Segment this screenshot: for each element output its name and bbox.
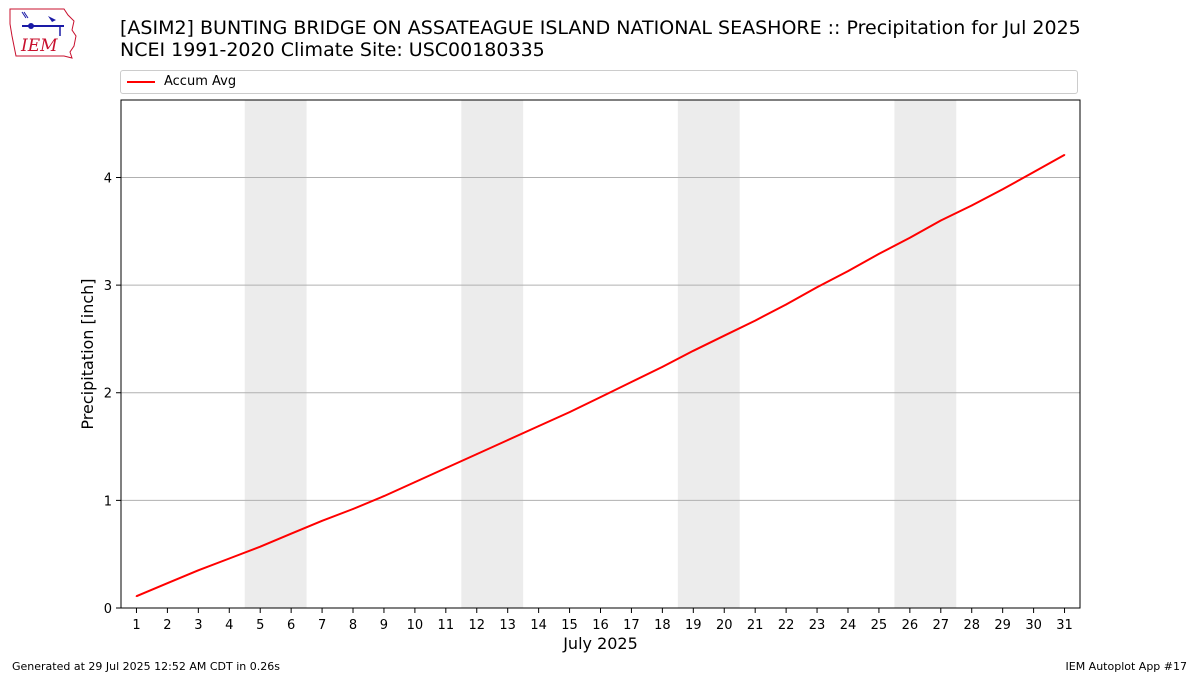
data-point-day-11 [445, 467, 447, 469]
x-tick-label-22: 22 [778, 618, 795, 633]
legend-swatch-accum-avg [127, 81, 155, 83]
x-tick-label-11: 11 [438, 618, 455, 633]
x-tick-label-16: 16 [592, 618, 609, 633]
data-point-day-22 [785, 303, 787, 306]
x-tick-label-21: 21 [747, 618, 764, 633]
x-tick-label-4: 4 [225, 618, 233, 633]
data-point-day-6 [290, 532, 292, 535]
x-tick-label-1: 1 [132, 618, 140, 633]
data-point-day-9 [383, 495, 385, 497]
x-tick-label-7: 7 [318, 618, 326, 633]
iem-logo-text: IEM [20, 36, 58, 56]
x-tick-label-23: 23 [809, 618, 826, 633]
generated-timestamp: Generated at 29 Jul 2025 12:52 AM CDT in… [12, 660, 280, 673]
data-point-day-31 [1063, 154, 1066, 156]
data-point-day-2 [166, 582, 169, 585]
y-tick-label-0: 0 [104, 602, 112, 617]
data-point-day-14 [537, 425, 540, 427]
data-point-day-13 [506, 439, 509, 441]
weekend-band-4 [894, 100, 957, 608]
x-tick-label-12: 12 [468, 618, 485, 633]
data-point-day-20 [723, 334, 726, 337]
x-tick-label-6: 6 [287, 618, 295, 633]
data-point-day-10 [414, 481, 416, 483]
x-tick-label-8: 8 [349, 618, 357, 633]
data-point-day-30 [1032, 171, 1035, 173]
data-point-day-17 [630, 381, 633, 383]
x-tick-label-24: 24 [840, 618, 857, 633]
x-tick-label-15: 15 [561, 618, 578, 633]
x-tick-label-5: 5 [256, 618, 264, 633]
y-tick-label-3: 3 [104, 279, 112, 294]
x-tick-label-14: 14 [530, 618, 547, 633]
legend-label-accum-avg: Accum Avg [164, 74, 237, 89]
data-point-day-28 [970, 204, 973, 207]
y-axis-label: Precipitation [inch] [78, 278, 97, 429]
x-axis-label: July 2025 [562, 634, 638, 653]
x-tick-label-29: 29 [994, 618, 1011, 633]
data-point-day-26 [909, 236, 911, 239]
y-tick-label-2: 2 [104, 387, 112, 402]
x-tick-label-10: 10 [407, 618, 424, 633]
x-tick-label-31: 31 [1056, 618, 1073, 633]
y-tick-label-4: 4 [104, 171, 112, 186]
x-tick-label-27: 27 [933, 618, 950, 633]
x-tick-label-3: 3 [194, 618, 202, 633]
data-point-day-16 [599, 396, 602, 398]
data-point-day-12 [475, 453, 478, 455]
data-point-day-24 [847, 270, 849, 272]
x-tick-label-20: 20 [716, 618, 733, 633]
iem-logo-graphic: IEM [9, 8, 77, 59]
app-label: IEM Autoplot App #17 [1065, 660, 1188, 673]
x-tick-label-28: 28 [963, 618, 980, 633]
x-tick-label-17: 17 [623, 618, 640, 633]
x-tick-label-26: 26 [902, 618, 919, 633]
x-tick-label-25: 25 [871, 618, 888, 633]
iem-logo: IEM [8, 6, 80, 60]
data-point-day-23 [816, 286, 818, 289]
data-point-day-19 [692, 349, 695, 352]
weekend-band-2 [461, 100, 524, 608]
x-tick-label-9: 9 [380, 618, 388, 633]
weekend-band-1 [244, 100, 307, 608]
y-tick-label-1: 1 [104, 494, 112, 509]
x-tick-label-2: 2 [163, 618, 171, 633]
data-point-day-29 [1001, 188, 1004, 191]
data-point-day-7 [321, 520, 323, 522]
data-point-day-4 [228, 557, 231, 560]
chart-title: [ASIM2] BUNTING BRIDGE ON ASSATEAGUE ISL… [120, 17, 1081, 61]
x-tick-label-13: 13 [499, 618, 516, 633]
x-tick-label-30: 30 [1025, 618, 1042, 633]
data-point-day-18 [661, 366, 664, 368]
data-point-day-3 [197, 569, 200, 572]
data-point-day-25 [878, 253, 880, 255]
chart-title-line1: [ASIM2] BUNTING BRIDGE ON ASSATEAGUE ISL… [120, 17, 1081, 39]
data-point-day-1 [135, 595, 138, 597]
x-tick-label-19: 19 [685, 618, 702, 633]
plot-frame [120, 99, 1081, 609]
data-point-day-21 [754, 319, 756, 322]
data-point-day-15 [568, 411, 571, 413]
data-point-day-27 [939, 219, 942, 222]
data-point-day-5 [259, 545, 262, 548]
data-point-day-8 [352, 508, 354, 510]
chart-legend: Accum Avg [120, 70, 1078, 94]
chart-title-line2: NCEI 1991-2020 Climate Site: USC00180335 [120, 39, 545, 61]
x-tick-label-18: 18 [654, 618, 671, 633]
